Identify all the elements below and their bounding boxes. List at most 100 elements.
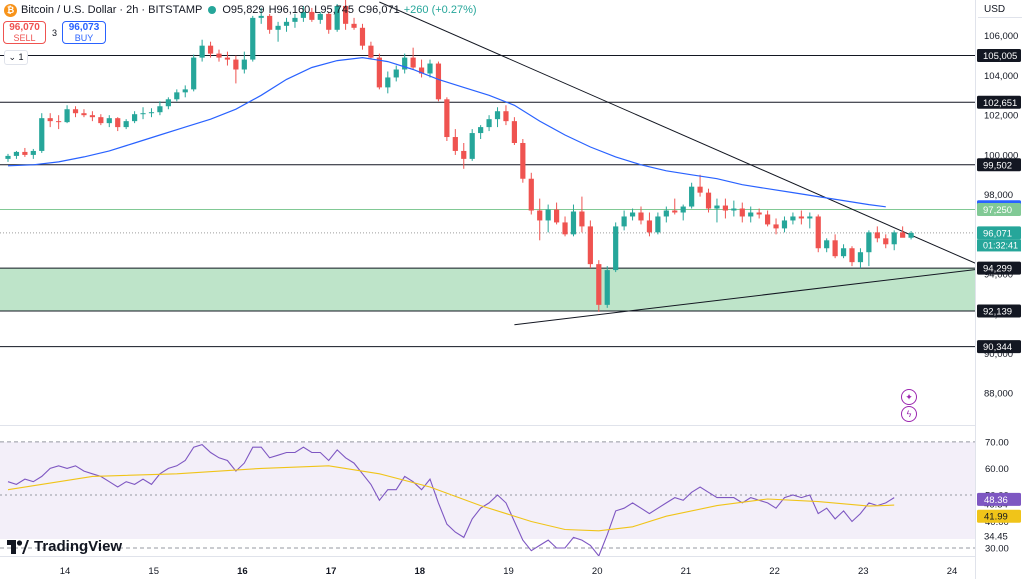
price-level-label: 102,651 [983, 98, 1017, 109]
candle-body [672, 210, 678, 213]
candle-body [47, 118, 53, 122]
candle [191, 54, 197, 92]
candle [908, 231, 914, 240]
candle [486, 115, 492, 132]
currency-selector[interactable]: USD [978, 2, 1022, 18]
candle-body [528, 178, 534, 211]
currency-label: USD [984, 4, 1006, 15]
ohlc-change: +260 (+0.27%) [403, 4, 477, 16]
candle-body [663, 210, 669, 217]
candle [224, 51, 231, 66]
candle [883, 234, 889, 249]
candle [410, 47, 416, 70]
candle [123, 119, 129, 130]
candle [207, 41, 214, 58]
time-tick-label: 20 [592, 566, 603, 577]
time-tick-label: 18 [415, 566, 426, 577]
candle [343, 0, 349, 30]
candle-body [258, 15, 264, 18]
candle [613, 222, 619, 273]
candle [115, 117, 121, 132]
time-tick-label: 21 [681, 566, 692, 577]
candle [705, 188, 712, 213]
candle-body [317, 13, 323, 20]
candle-body [756, 212, 762, 215]
candle-body [781, 220, 788, 229]
candle-body [832, 240, 838, 257]
candle [30, 148, 36, 159]
time-tick-label: 16 [237, 566, 248, 577]
candle [807, 212, 813, 229]
candle [64, 105, 70, 124]
candle [731, 200, 737, 217]
candle-body [224, 57, 231, 60]
candle [39, 113, 45, 153]
candle-body [292, 17, 298, 22]
candle [587, 220, 593, 269]
candle [528, 172, 534, 215]
candle [689, 182, 695, 209]
time-tick-label: 19 [503, 566, 514, 577]
candle-body [773, 224, 779, 229]
candle-body [368, 45, 374, 58]
collapse-button[interactable]: ⌄ 1 [4, 50, 28, 65]
candle [604, 266, 610, 308]
price-level-label-bg [977, 304, 1021, 318]
candle [537, 198, 543, 241]
ohlc-close: C96,071 [358, 4, 400, 16]
candle [241, 51, 247, 74]
candle [629, 208, 636, 221]
candle-body [444, 99, 450, 138]
candle [182, 85, 188, 98]
candle [317, 11, 323, 24]
rsi-ma-line [7, 465, 895, 532]
lightning-icon[interactable]: ϟ [901, 406, 917, 422]
level-line-label: 97,250 [983, 205, 1012, 216]
candle-body [866, 232, 872, 253]
candle-body [98, 117, 104, 124]
zone-top-label-bg [977, 261, 1021, 275]
candle [478, 125, 484, 140]
candle-body [629, 212, 636, 217]
candle [199, 39, 205, 62]
price-level-label-bg [977, 95, 1021, 109]
tradingview-logo[interactable]: TradingView [7, 538, 122, 555]
candle-body [900, 232, 906, 238]
candle [765, 210, 771, 227]
candle-body [283, 21, 290, 26]
rsi-low-label-bg [977, 529, 1021, 543]
candle-body [241, 59, 247, 70]
candle [22, 147, 28, 157]
candle-body [604, 270, 610, 305]
symbol-title[interactable]: Bitcoin / U.S. Dollar · 2h · BITSTAMP [21, 4, 203, 16]
candle [646, 212, 653, 237]
candle-body [891, 232, 897, 245]
candle [5, 153, 11, 162]
sell-button[interactable]: 96,070 SELL [3, 21, 46, 44]
rsi-tick-label: 30.00 [985, 544, 1009, 555]
candle-body [385, 77, 391, 88]
candle-body [520, 142, 526, 179]
candle [663, 206, 669, 223]
candle-body [300, 11, 306, 18]
candle-body [545, 209, 551, 221]
candle-body [140, 113, 146, 115]
candle [326, 11, 332, 34]
candle-body [731, 208, 737, 211]
candle-body [106, 118, 112, 124]
candle-body [849, 248, 855, 263]
candle [402, 53, 408, 74]
sparkle-icon[interactable]: ✦ [901, 389, 917, 405]
candle [900, 226, 906, 238]
buy-button[interactable]: 96,073 BUY [62, 21, 106, 44]
candle-body [199, 45, 205, 58]
candle-body [334, 5, 340, 30]
rsi-value-label-bg [977, 492, 1021, 506]
candle-body [478, 127, 484, 134]
current-price-label: 96,071 [983, 228, 1012, 239]
candle [300, 5, 306, 22]
candle [165, 97, 171, 110]
candle-body [638, 212, 644, 221]
candle-body [570, 211, 577, 235]
